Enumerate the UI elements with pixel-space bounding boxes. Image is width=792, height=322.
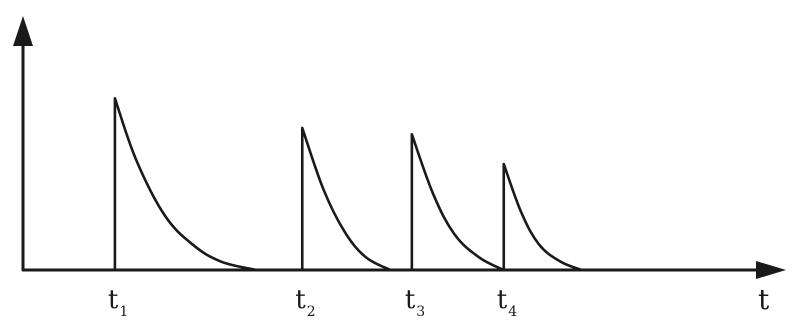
tick-label-base: t: [497, 285, 508, 315]
tick-label-base: t: [405, 285, 416, 315]
tick-label-base: t: [108, 285, 119, 315]
tick-label-subscript: 4: [508, 304, 517, 320]
pulse-curve-3: [410, 133, 506, 272]
tick-labels: t1 t2 t3 t4: [108, 285, 517, 320]
x-axis-arrow-icon: [756, 261, 786, 279]
tick-label-t1: t1: [108, 285, 128, 320]
y-axis-arrow-icon: [13, 16, 33, 46]
tick-label-t2: t2: [295, 285, 315, 320]
tick-label-base: t: [295, 285, 306, 315]
tick-label-subscript: 2: [307, 304, 316, 320]
x-axis-title: t: [758, 283, 770, 316]
tick-label-subscript: 3: [416, 304, 425, 320]
pulse-curve-2: [300, 126, 392, 272]
pulse-curves: [113, 96, 583, 272]
tick-label-t3: t3: [405, 285, 425, 320]
pulse-curve-1: [113, 96, 258, 272]
tick-label-subscript: 1: [119, 304, 128, 320]
pulse-curve-4: [502, 162, 583, 272]
axes: [13, 16, 786, 279]
tick-label-t4: t4: [497, 285, 517, 320]
